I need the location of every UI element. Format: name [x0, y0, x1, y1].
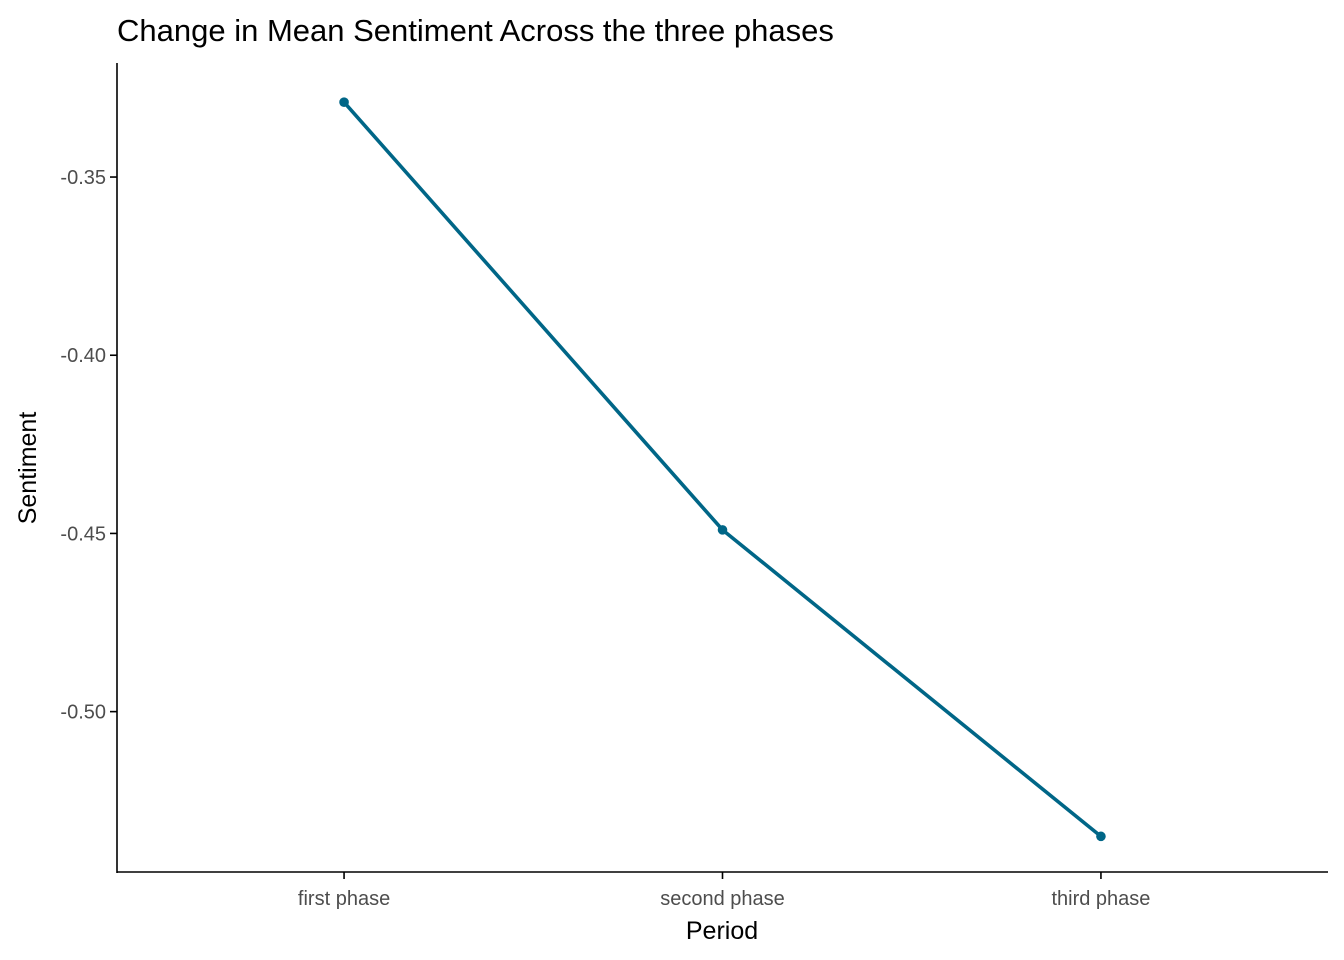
- y-axis-ticks: -0.35 -0.40 -0.45 -0.50: [60, 167, 117, 724]
- x-tick-label: first phase: [298, 888, 390, 910]
- x-axis-ticks: first phase second phase third phase: [298, 872, 1150, 910]
- x-axis-title: Period: [686, 917, 758, 945]
- series-layer: [339, 97, 1106, 842]
- series-line: [342, 101, 1103, 838]
- chart-title: Change in Mean Sentiment Across the thre…: [117, 13, 834, 48]
- data-point: [1096, 831, 1106, 842]
- y-tick-label: -0.40: [60, 345, 106, 367]
- plot-panel: -0.35 -0.40 -0.45 -0.50 first phase second p…: [60, 63, 1328, 910]
- x-tick-label: second phase: [660, 888, 785, 910]
- data-point: [339, 97, 349, 108]
- y-tick-label: -0.45: [60, 523, 106, 545]
- y-tick-label: -0.35: [60, 167, 106, 189]
- x-tick-label: third phase: [1051, 888, 1150, 910]
- data-point: [717, 525, 728, 535]
- y-axis-title: Sentiment: [14, 412, 42, 525]
- y-tick-label: -0.50: [60, 702, 106, 724]
